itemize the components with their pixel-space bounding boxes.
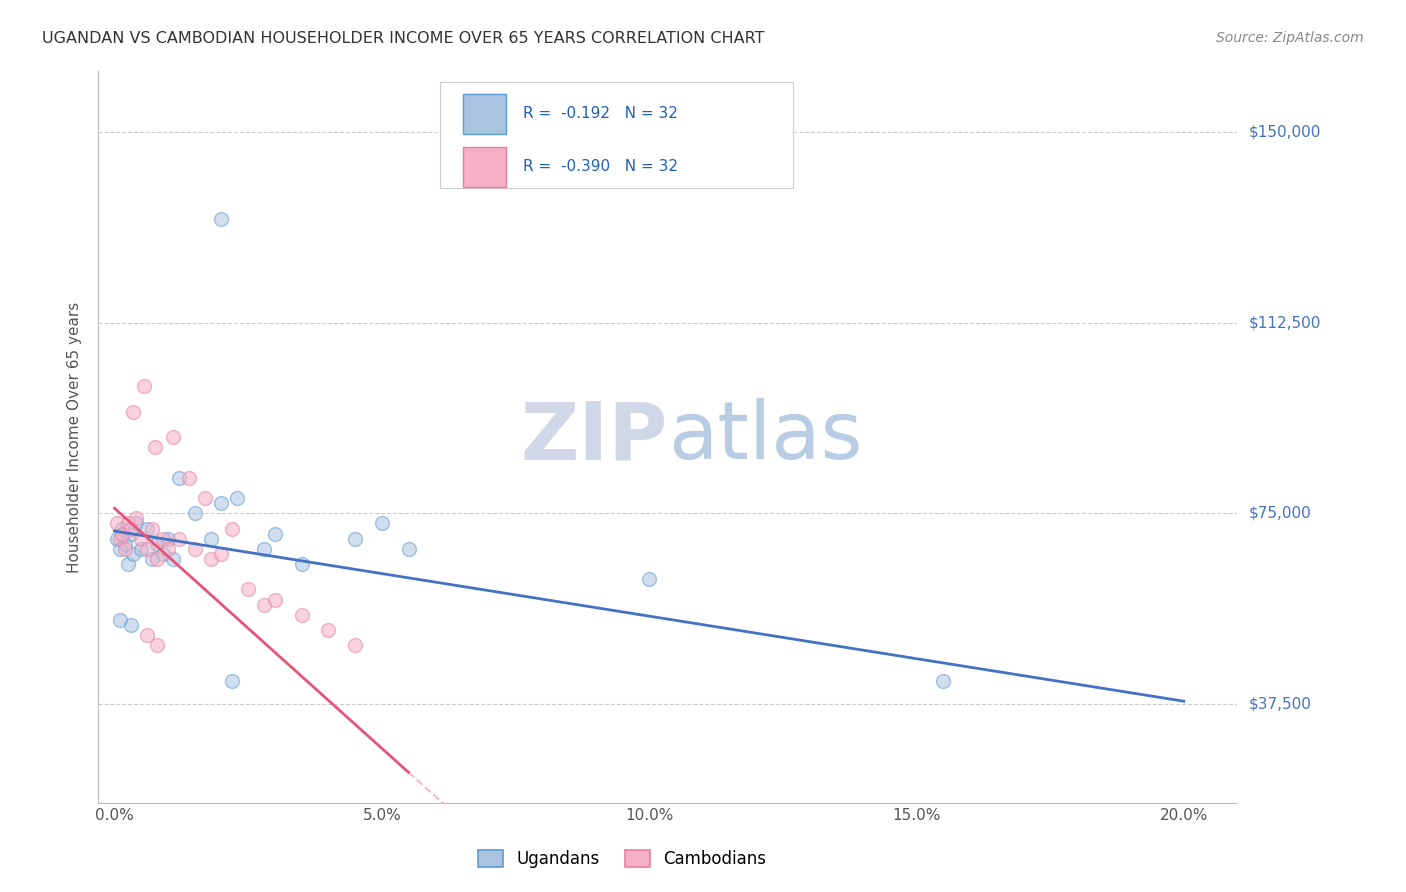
Text: ZIP: ZIP <box>520 398 668 476</box>
Point <box>371 516 394 531</box>
Point <box>111 526 134 541</box>
Text: $112,500: $112,500 <box>1249 315 1320 330</box>
Point <box>253 598 276 612</box>
Point <box>344 532 367 546</box>
Point <box>135 628 157 642</box>
Point <box>120 521 142 535</box>
Point <box>125 516 148 531</box>
Point <box>167 532 190 546</box>
Text: $75,000: $75,000 <box>1249 506 1312 521</box>
Point <box>108 613 131 627</box>
Text: R =  -0.390   N = 32: R = -0.390 N = 32 <box>523 160 678 175</box>
Point <box>141 521 163 535</box>
Point <box>236 582 259 597</box>
Point <box>152 532 174 546</box>
Bar <box>463 147 506 187</box>
Point <box>183 541 205 556</box>
Point <box>183 506 205 520</box>
Point <box>156 541 179 556</box>
Point <box>143 440 166 454</box>
Point <box>398 541 420 556</box>
Point <box>194 491 217 505</box>
Point <box>638 572 661 586</box>
Point <box>122 547 145 561</box>
Point <box>932 673 955 688</box>
Point <box>209 496 232 510</box>
Point <box>291 607 314 622</box>
Point <box>263 592 285 607</box>
Point <box>209 211 232 226</box>
Point <box>156 532 179 546</box>
Point <box>146 552 169 566</box>
Point <box>117 516 139 531</box>
Point <box>108 532 131 546</box>
Point <box>129 541 152 556</box>
Point <box>135 521 157 535</box>
Point <box>291 557 314 571</box>
Text: $150,000: $150,000 <box>1249 125 1320 140</box>
Point <box>209 547 232 561</box>
Point <box>108 541 131 556</box>
Point <box>105 516 128 531</box>
Point <box>200 552 222 566</box>
Legend: Ugandans, Cambodians: Ugandans, Cambodians <box>471 844 773 875</box>
Point <box>221 673 243 688</box>
Point <box>120 526 142 541</box>
Point <box>344 638 367 652</box>
Point <box>146 638 169 652</box>
Point <box>226 491 249 505</box>
Point <box>152 547 174 561</box>
Point <box>179 471 201 485</box>
Point <box>167 471 190 485</box>
Text: atlas: atlas <box>668 398 862 476</box>
Point <box>318 623 340 637</box>
Point <box>122 405 145 419</box>
Point <box>129 532 152 546</box>
Point <box>162 430 184 444</box>
Point <box>120 618 142 632</box>
Point <box>114 537 136 551</box>
Text: UGANDAN VS CAMBODIAN HOUSEHOLDER INCOME OVER 65 YEARS CORRELATION CHART: UGANDAN VS CAMBODIAN HOUSEHOLDER INCOME … <box>42 31 765 46</box>
Bar <box>463 94 506 134</box>
Text: $37,500: $37,500 <box>1249 697 1312 711</box>
Point <box>105 532 128 546</box>
Point <box>200 532 222 546</box>
Y-axis label: Householder Income Over 65 years: Householder Income Over 65 years <box>67 301 83 573</box>
Point <box>132 379 155 393</box>
Point <box>221 521 243 535</box>
Text: R =  -0.192   N = 32: R = -0.192 N = 32 <box>523 106 678 121</box>
Point <box>141 552 163 566</box>
FancyBboxPatch shape <box>440 82 793 188</box>
Point <box>263 526 285 541</box>
Point <box>162 552 184 566</box>
Point <box>253 541 276 556</box>
Point <box>117 557 139 571</box>
Point <box>111 521 134 535</box>
Point <box>125 511 148 525</box>
Point <box>146 537 169 551</box>
Point <box>135 541 157 556</box>
Text: Source: ZipAtlas.com: Source: ZipAtlas.com <box>1216 31 1364 45</box>
Point <box>114 541 136 556</box>
